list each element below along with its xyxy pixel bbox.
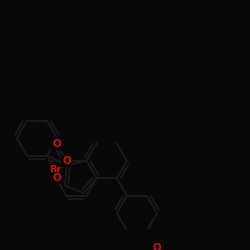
Text: Br: Br xyxy=(50,166,62,175)
Text: O: O xyxy=(153,243,162,250)
Text: O: O xyxy=(52,173,61,183)
Text: O: O xyxy=(52,138,61,148)
Text: O: O xyxy=(62,156,71,166)
